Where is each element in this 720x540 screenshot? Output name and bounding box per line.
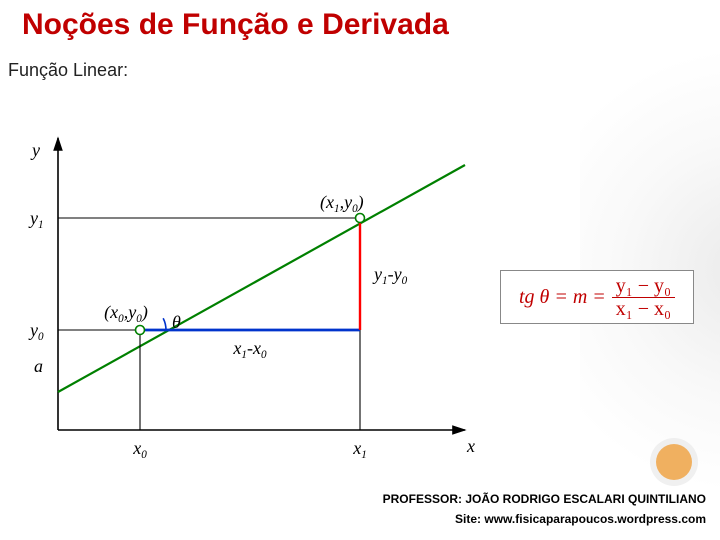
- label-dy: y1-y0: [372, 264, 408, 287]
- formula-denominator: x₁ − x₀: [612, 298, 675, 320]
- formula-fraction: y₁ − y₀ x₁ − x₀: [612, 275, 675, 320]
- label-p1: (x1,y0): [320, 192, 364, 215]
- label-theta: θ: [172, 312, 181, 332]
- label-x-axis: x: [466, 436, 475, 456]
- page-title: Noções de Função e Derivada: [22, 8, 449, 42]
- slope-formula: tg θ = m = y₁ − y₀ x₁ − x₀: [500, 270, 694, 324]
- label-dx: x1-x0: [232, 338, 267, 361]
- section-subtitle: Função Linear:: [8, 60, 128, 81]
- theta-arc: [163, 318, 166, 330]
- label-x0: x0: [132, 438, 147, 460]
- site-credit: Site: www.fisicaparapoucos.wordpress.com: [455, 512, 706, 526]
- label-p0: (x0,y0): [104, 302, 148, 325]
- decorative-circle-icon: [656, 444, 692, 480]
- label-x1: x1: [352, 438, 367, 460]
- linear-function-diagram: y x y1 y0 a x0 x1 (x0,y0) (x1,y0) x1-x0 y1-y0 θ: [10, 130, 480, 460]
- label-y1: y1: [28, 208, 44, 231]
- professor-credit: PROFESSOR: JOÃO RODRIGO ESCALARI QUINTIL…: [383, 492, 706, 506]
- formula-numerator: y₁ − y₀: [612, 275, 675, 298]
- point-p0: [136, 326, 145, 335]
- label-a: a: [34, 356, 43, 376]
- label-y-axis: y: [30, 140, 40, 160]
- formula-lhs: tg θ = m =: [519, 286, 606, 309]
- label-y0: y0: [28, 320, 44, 343]
